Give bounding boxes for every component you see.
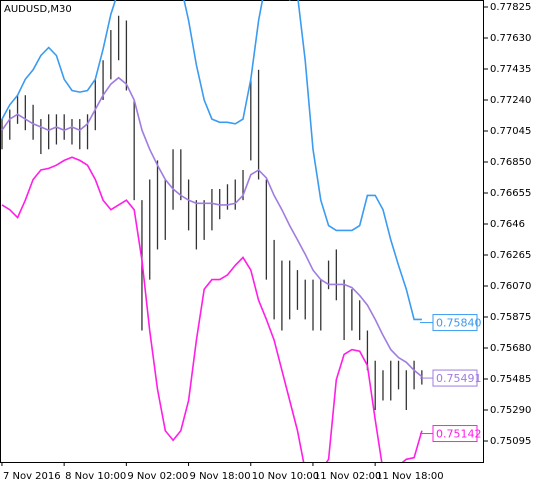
x-tick-label: 10 Nov 10:00 — [252, 471, 319, 482]
band-line — [1, 0, 422, 321]
chart-title: AUDUSD,M30 — [4, 4, 72, 15]
y-tick-label: 0.77630 — [490, 33, 531, 44]
y-tick-label: 0.76655 — [490, 188, 531, 199]
price-label-box — [432, 425, 478, 443]
x-tick-label: 8 Nov 10:00 — [65, 471, 126, 482]
x-tick-label: 11 Nov 02:00 — [314, 471, 381, 482]
x-tick-label: 9 Nov 18:00 — [190, 471, 251, 482]
y-tick-label: 0.76070 — [490, 281, 531, 292]
band-line — [1, 156, 423, 462]
y-tick-label: 0.75875 — [490, 312, 531, 323]
y-tick-label: 0.76265 — [490, 250, 531, 261]
y-tick-label: 0.77045 — [490, 126, 531, 137]
price-label: 0.75142 — [436, 428, 482, 441]
x-tick-label: 7 Nov 2016 — [3, 471, 61, 482]
y-tick-label: 0.77240 — [490, 95, 531, 106]
y-tick-label: 0.75095 — [490, 436, 531, 447]
y-tick-label: 0.75485 — [490, 374, 531, 385]
y-tick-label: 0.75680 — [490, 343, 531, 354]
y-tick-label: 0.77825 — [490, 2, 531, 13]
y-tick-label: 0.75290 — [490, 405, 531, 416]
plot-frame — [0, 0, 484, 463]
x-tick-label: 11 Nov 18:00 — [376, 471, 443, 482]
price-label: 0.75491 — [436, 372, 482, 385]
y-tick-label: 0.77435 — [490, 64, 531, 75]
x-tick-label: 9 Nov 02:00 — [127, 471, 188, 482]
price-label-box — [432, 314, 478, 332]
y-tick-label: 0.76850 — [490, 157, 531, 168]
band-line — [1, 76, 423, 378]
price-label: 0.75840 — [436, 317, 482, 330]
plot-area — [1, 0, 423, 462]
y-tick-label: 0.7646 — [490, 219, 525, 230]
price-label-box — [432, 369, 478, 387]
